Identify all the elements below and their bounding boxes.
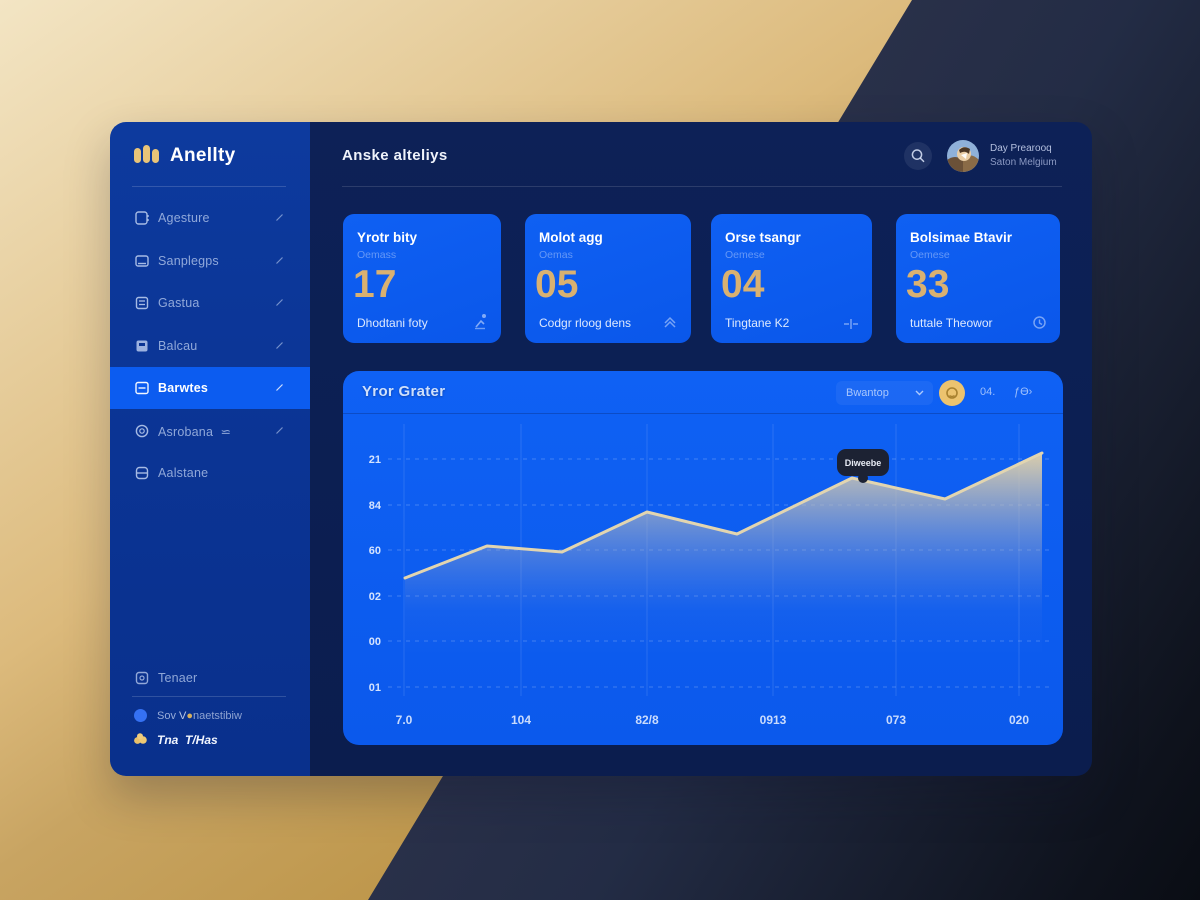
svg-text:7.0: 7.0 [396, 713, 413, 727]
svg-text:Diweebe: Diweebe [845, 458, 882, 468]
svg-text:82/8: 82/8 [635, 713, 659, 727]
svg-text:0913: 0913 [760, 713, 787, 727]
svg-text:21: 21 [369, 454, 381, 466]
svg-text:02: 02 [369, 591, 381, 603]
svg-text:00: 00 [369, 636, 381, 648]
svg-text:01: 01 [369, 682, 381, 694]
svg-text:020: 020 [1009, 713, 1029, 727]
svg-text:60: 60 [369, 545, 381, 557]
svg-text:84: 84 [369, 500, 382, 512]
svg-text:073: 073 [886, 713, 906, 727]
svg-text:104: 104 [511, 713, 531, 727]
